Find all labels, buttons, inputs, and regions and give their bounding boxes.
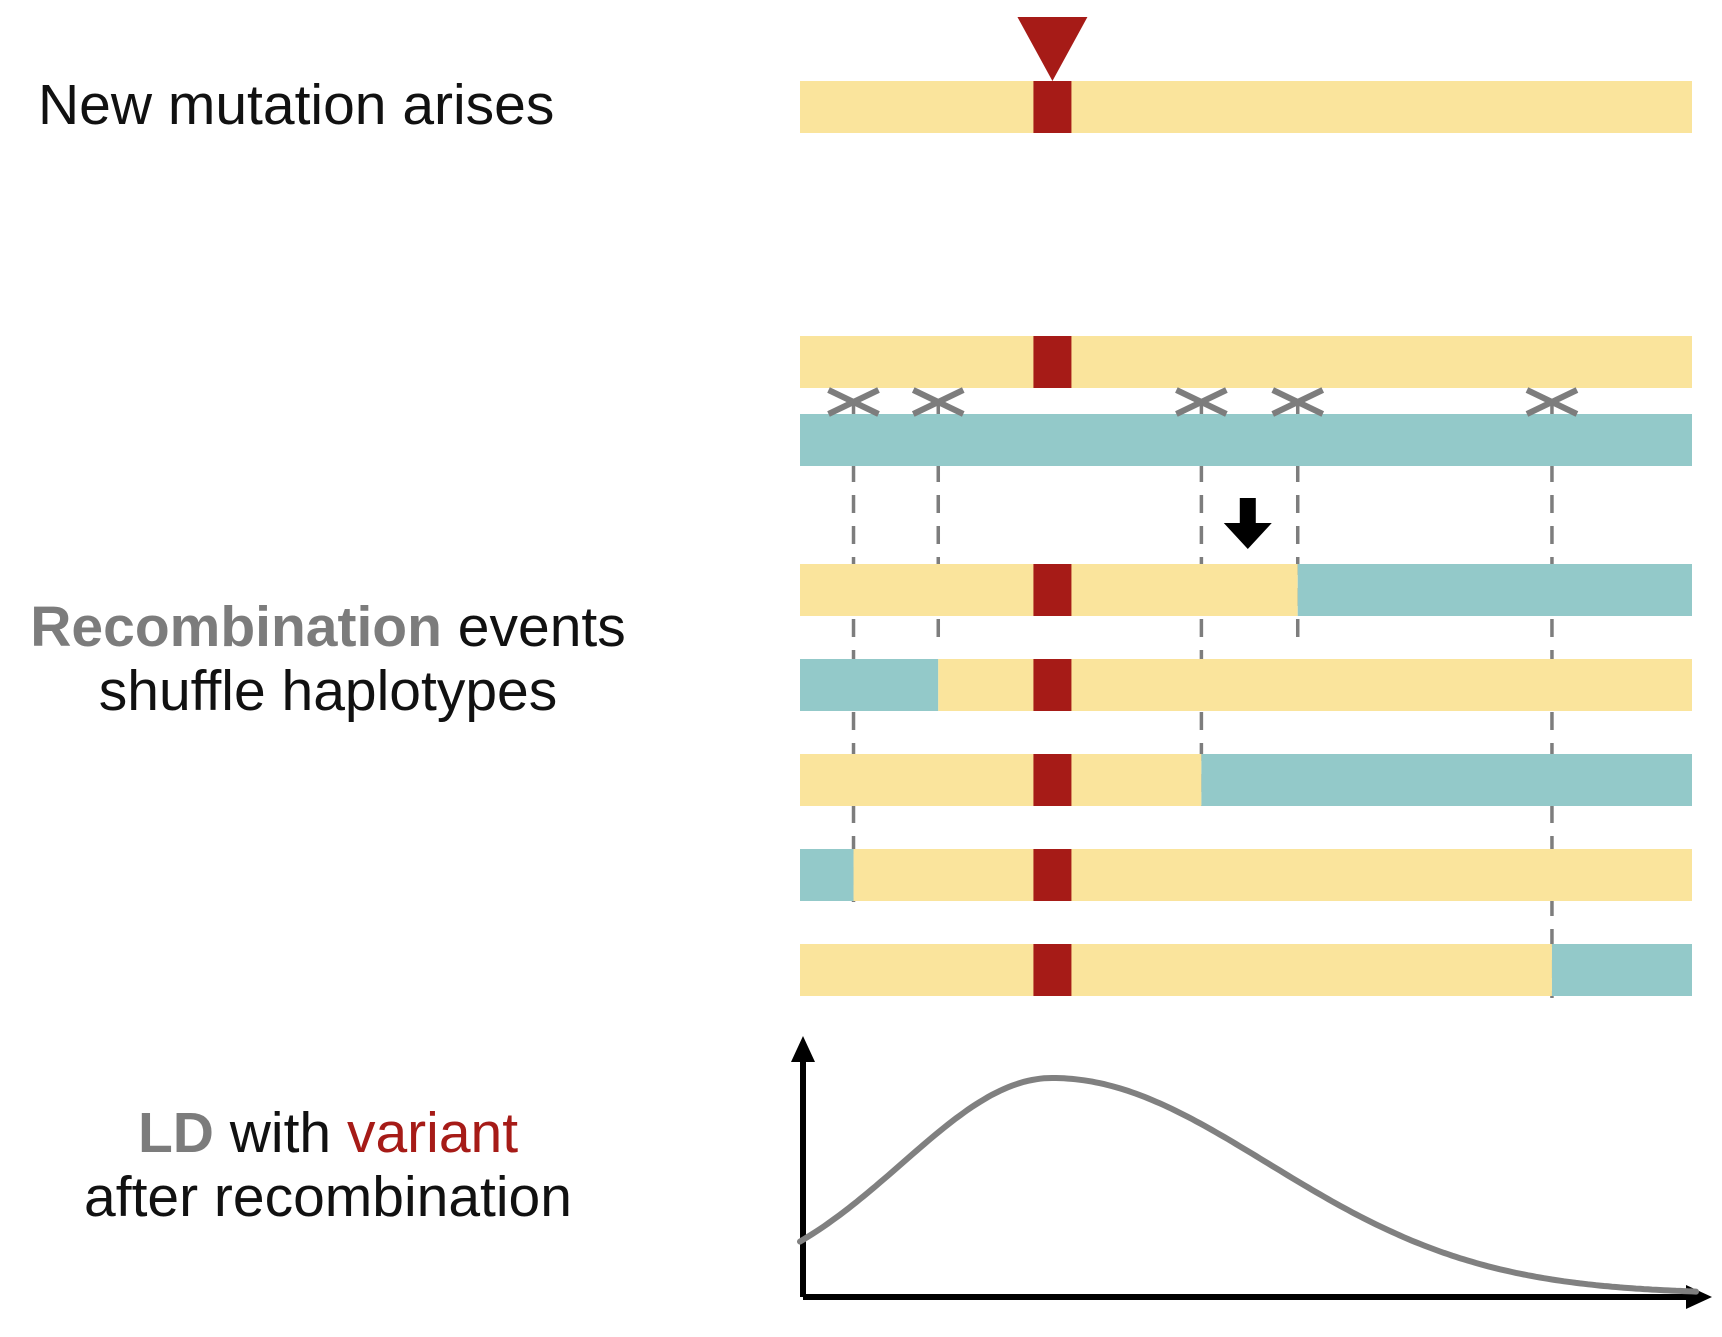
recombinant-haplotype-4-variant [1033,849,1072,901]
x-mark-stroke-2 [911,387,965,417]
recombinant-haplotype-3-segment-2 [1201,754,1692,806]
y-axis-arrowhead [791,1036,815,1062]
haplotype-bars [800,17,1692,996]
recombinant-haplotype-2-variant [1033,659,1072,711]
recombinant-haplotype-5-segment-2 [1551,944,1692,996]
x-mark-icon [911,387,965,417]
ld-with-text: with [213,1101,347,1165]
mutation-label: New mutation arises [38,73,555,138]
recombinant-haplotype-1-segment-2 [1297,564,1692,616]
parent-haplotype-a-segment-1 [800,336,1692,388]
recombination-emphasis: Recombination [30,595,442,659]
recombinant-haplotype-2 [800,659,1692,711]
recombination-label-line1: Recombination events [8,595,648,660]
recombinant-haplotype-3 [800,754,1692,806]
mutation-variant [1033,81,1072,133]
x-mark-icon [1175,387,1228,417]
recombinant-haplotype-3-variant [1033,754,1072,806]
recombinant-haplotype-1-variant [1033,564,1072,616]
mutation-label-text: New mutation arises [38,73,555,137]
recombinant-haplotype-1 [800,564,1692,616]
down-triangle-icon [1017,17,1088,81]
parent-variant [1033,336,1072,388]
x-mark-icon [1271,387,1325,417]
crossover-marks [827,387,1579,549]
recombinant-haplotype-4-segment-1 [800,849,854,901]
ld-label: LD with variant after recombination [8,1101,648,1230]
x-mark-icon [1525,387,1579,417]
ld-curve [797,1075,1699,1295]
recombinant-haplotype-5-variant [1033,944,1072,996]
ld-label-line1: LD with variant [8,1101,648,1166]
ld-label-line2: after recombination [84,1164,572,1229]
x-mark-stroke-2 [1525,387,1579,417]
x-mark-stroke-2 [827,387,880,417]
ld-variant-text: variant [346,1101,519,1165]
mutation-haplotype [800,17,1692,133]
parent-haplotype-b-segment-1 [800,414,1692,466]
ld-emphasis: LD [137,1101,214,1165]
x-mark-stroke-2 [1175,387,1228,417]
recombinant-haplotype-4-segment-2 [853,849,1692,901]
ld-plot [791,1036,1712,1309]
recombinant-haplotype-2-segment-1 [800,659,939,711]
x-mark-stroke-2 [1271,387,1325,417]
recombination-events-text: events [441,595,626,659]
recombination-label-line2: shuffle haplotypes [98,658,558,723]
recombination-label: Recombination events shuffle haplotypes [8,595,648,724]
parent-haplotype-a [800,336,1692,388]
x-mark-icon [827,387,880,417]
mutation-haplotype-segment-1 [800,81,1692,133]
parent-haplotype-b [800,414,1692,466]
recombinant-haplotype-5-segment-1 [800,944,1552,996]
down-arrow-icon [1223,498,1272,549]
recombinant-haplotype-4 [800,849,1692,901]
recombinant-haplotype-3-segment-1 [800,754,1202,806]
recombinant-haplotype-5 [800,944,1692,996]
